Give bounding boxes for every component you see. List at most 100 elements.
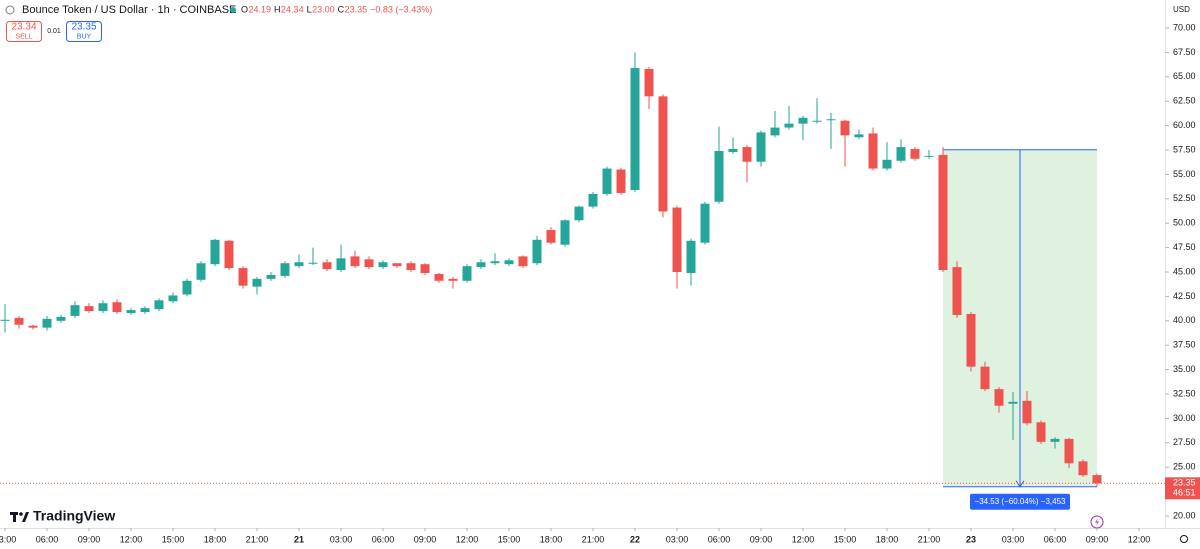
last-price-box [1165,477,1200,500]
candle-body [966,313,976,367]
y-tick-label: 25.00 [1173,462,1196,472]
brand: TradingView [33,508,115,524]
sell-label: SELL [15,33,32,40]
x-tick-label: 12:00 [120,534,143,544]
candle-body [420,264,430,273]
x-tick-label: 15:00 [834,534,857,544]
y-tick-label: 32.50 [1173,388,1196,398]
y-tick-label: 70.00 [1173,22,1196,32]
candle-body [980,366,990,390]
candle-body [196,263,206,280]
x-tick-label: 21:00 [246,534,269,544]
x-tick-label: 15:00 [162,534,185,544]
candle-body [70,305,80,316]
candle-body [770,127,780,136]
y-tick-label: 52.50 [1173,193,1196,203]
y-tick-label: 47.50 [1173,242,1196,252]
x-tick-label: 23 [966,534,976,544]
y-tick-label: 35.00 [1173,364,1196,374]
x-tick-label: 09:00 [414,534,437,544]
candle-body [784,123,794,128]
candle-body [434,273,444,281]
y-tick-label: 40.00 [1173,315,1196,325]
x-tick-label: 06:00 [372,534,395,544]
candle-body [154,300,164,310]
x-tick-label: 12:00 [456,534,479,544]
candle-body [700,203,710,243]
candle-body [812,120,822,122]
ohlc-key: H [274,4,281,14]
candle-body [560,220,570,245]
candle-body [896,147,906,161]
ohlc-key: C [338,4,345,14]
x-tick-label: 22 [630,534,640,544]
x-tick-label: 21 [294,534,304,544]
candle-body [140,308,150,313]
y-tick-label: 65.00 [1173,71,1196,81]
logo-part [13,512,16,522]
ohlc-value: 23.35 [345,4,368,14]
y-tick-label: 30.00 [1173,413,1196,423]
buy-label: BUY [77,33,92,40]
y-tick-label: 20.00 [1173,510,1196,520]
candle-body [588,193,598,207]
candle-body [1050,438,1060,442]
candle-body [1078,461,1088,476]
candle-body [854,134,864,138]
x-tick-label: 21:00 [918,534,941,544]
measure-arrowhead [1015,480,1025,488]
candle-body [28,325,38,328]
x-tick-label: 03:00 [330,534,353,544]
candle-body [882,159,892,169]
candle-body [56,316,66,321]
candle-body [168,295,178,302]
candle-body [574,206,584,221]
candle-body [1022,400,1032,424]
x-tick-label: 06:00 [1044,534,1067,544]
candle-body [728,149,738,152]
x-tick-label: 18:00 [204,534,227,544]
sell-button[interactable] [6,21,42,42]
candle-body [364,259,374,268]
candle-body [532,239,542,264]
y-tick-label: 37.50 [1173,340,1196,350]
candle-body [1092,475,1102,484]
candle-body [644,69,654,97]
x-tick-label: 06:00 [708,534,731,544]
candle-body [84,306,94,312]
symbol: Bounce Token / US Dollar · 1h · COINBASE [22,4,236,16]
settings-icon[interactable] [1180,535,1188,543]
ohlc: O 24.19 H 24.34 L 23.00 C 23.35 −0.83 (−3.43%) [241,4,432,14]
y-tick-label: 27.50 [1173,437,1196,447]
x-tick-label: 09:00 [750,534,773,544]
candle-body [840,120,850,136]
candle-body [406,263,416,271]
logo-part [19,512,23,516]
candle-body [1036,422,1046,442]
measure-label: −34.53 (−60.04%) −3,453 [975,497,1067,506]
ohlc-key: O [241,4,248,14]
candle-body [546,230,556,243]
buy-button[interactable] [66,21,102,42]
candle-body [938,154,948,271]
plot [0,52,1102,488]
y-tick-label: 67.50 [1173,47,1196,57]
y-tick-label: 42.50 [1173,291,1196,301]
y-tick-label: 60.00 [1173,120,1196,130]
brand-logo [10,512,29,522]
measure-label-box [970,493,1071,510]
candle-body [322,262,332,270]
ohlc-value: 24.19 [249,4,272,14]
candle-body [714,150,724,202]
x-tick-label: 18:00 [876,534,899,544]
candle-body [112,302,122,313]
currency[interactable]: USD [1173,5,1190,14]
candle-body [602,168,612,194]
symbol-icon [5,5,15,15]
candle-body [210,239,220,265]
x-tick-label: 12:00 [1128,534,1151,544]
candle-body [616,169,626,193]
candle-body [42,318,52,328]
x-tick-label: 03:00 [0,534,16,544]
y-tick-label: 50.00 [1173,218,1196,228]
